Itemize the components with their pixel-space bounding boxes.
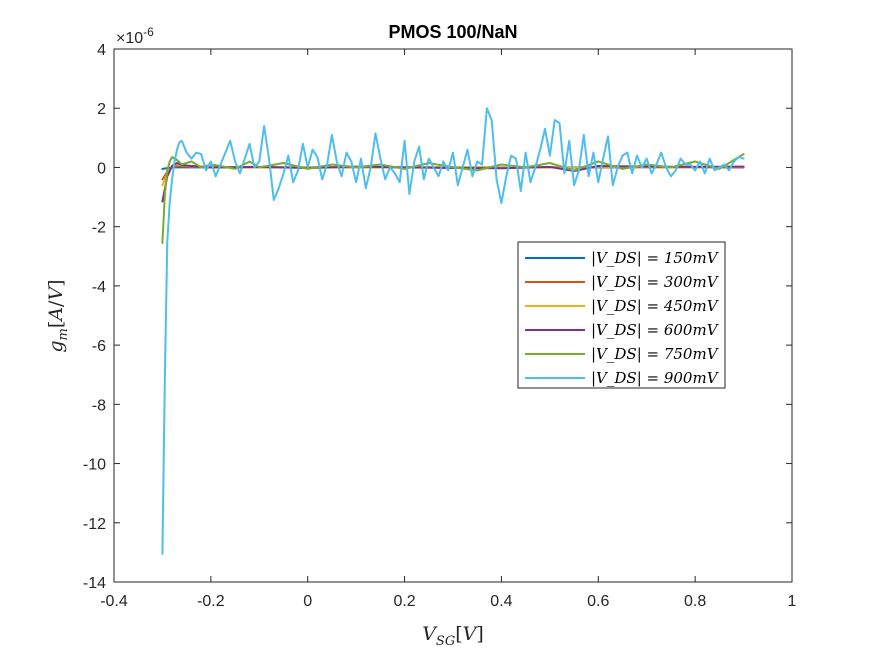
x-tick-label: -0.2 (197, 593, 225, 610)
x-axis-label-sub: SG (436, 634, 455, 649)
legend: |V_DS| = 150mV |V_DS| = 300mV |V_DS| = 450… (517, 241, 726, 389)
ticks-group: -0.4 -0.2 0 0.2 0.4 0.6 0.8 1 -14 -12 -10 -8 -6 -4 -2 0… (83, 42, 797, 610)
y-tick-label: -14 (83, 575, 106, 592)
y-tick-label: -4 (92, 279, 106, 296)
x-axis-label-bracket-open: [ (455, 623, 462, 645)
x-tick-label: -0.4 (100, 593, 128, 610)
y-tick-label: -8 (92, 397, 106, 414)
x-tick-label: 0.4 (490, 593, 512, 610)
x-axis-label-v: V (422, 623, 438, 645)
x-tick-label: 0.2 (393, 593, 415, 610)
axes-box (113, 48, 793, 583)
x-axis-label-bracket-close: ] (476, 623, 483, 645)
legend-label-5: |V_DS| = 750mV (591, 345, 720, 363)
series-group (161, 107, 745, 555)
y-exponent-label: ×10-6 (116, 25, 154, 47)
y-tick-label: -6 (92, 338, 106, 355)
x-tick-label: 0.6 (587, 593, 609, 610)
y-axis-label-unit-v: V (45, 285, 67, 301)
series-line-6 (161, 107, 745, 555)
legend-label-4: |V_DS| = 600mV (591, 321, 720, 339)
y-axis-label-bracket-close: ] (45, 279, 67, 286)
y-tick-label: 2 (97, 101, 106, 118)
x-tick-label: 1 (788, 593, 797, 610)
x-tick-label: 0 (303, 593, 312, 610)
y-axis-label-g: g (45, 340, 67, 352)
legend-label-1: |V_DS| = 150mV (591, 249, 720, 267)
x-tick-label: 0.8 (684, 593, 706, 610)
legend-entries: |V_DS| = 150mV |V_DS| = 300mV |V_DS| = 450… (525, 249, 720, 387)
y-tick-label: 4 (97, 42, 106, 59)
y-axis-label-unit-a: A (45, 307, 67, 323)
x-axis-label-unit: V (463, 623, 479, 645)
y-tick-label: 0 (97, 160, 106, 177)
y-axis-label-bracket-open: [ (45, 321, 67, 328)
exponent-base: ×10 (116, 30, 143, 47)
y-axis-label-sub: m (56, 328, 71, 340)
y-axis-label: gm[A/V] (45, 279, 71, 352)
legend-box (517, 241, 726, 389)
x-axis-label: VSG[V] (422, 623, 484, 649)
legend-label-2: |V_DS| = 300mV (591, 273, 720, 291)
legend-label-3: |V_DS| = 450mV (591, 297, 720, 315)
y-tick-label: -10 (83, 457, 106, 474)
y-tick-label: -12 (83, 516, 106, 533)
exponent-power: -6 (143, 25, 154, 39)
y-tick-label: -2 (92, 220, 106, 237)
y-axis-label-slash: / (45, 300, 67, 307)
legend-label-6: |V_DS| = 900mV (591, 369, 720, 387)
chart-title: PMOS 100/NaN (388, 22, 517, 42)
